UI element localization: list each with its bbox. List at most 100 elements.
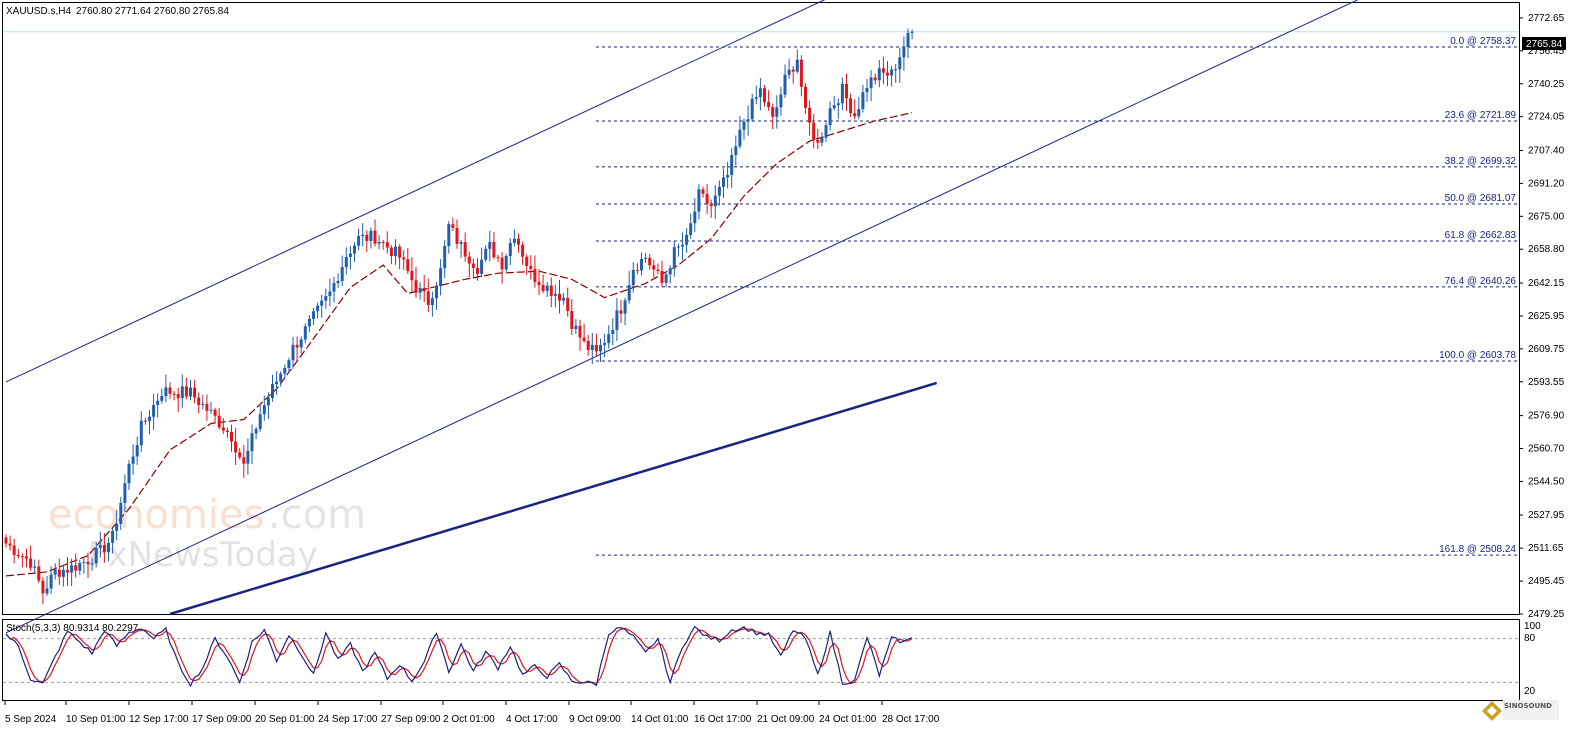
candle-body (279, 373, 283, 382)
candle-body (845, 83, 848, 99)
candle-body (168, 387, 172, 394)
candle-body (119, 502, 123, 524)
candle-body (94, 547, 98, 564)
candle (504, 253, 508, 272)
candle-body (869, 77, 873, 89)
candle-body (668, 268, 672, 275)
y-tick-label: 2756.45 (1528, 46, 1565, 57)
y-tick-label: 2772.65 (1528, 13, 1565, 24)
candle (213, 407, 217, 424)
candle-body (283, 367, 287, 374)
candle-body (840, 83, 844, 104)
candle-body (578, 325, 582, 338)
x-tick-label: 12 Sep 17:00 (129, 714, 189, 725)
candle-body (746, 119, 750, 122)
candle-body (307, 318, 311, 327)
candle (307, 315, 311, 333)
candle-body (193, 387, 197, 398)
candle-body (398, 246, 402, 258)
candle (139, 411, 143, 452)
candle (467, 251, 471, 278)
price-axis: 2772.65 2756.45 2740.25 2724.05 2707.40 2691.… (1519, 13, 1565, 620)
candle-body (529, 265, 533, 270)
candle-body (324, 296, 328, 301)
candle (873, 73, 877, 85)
candle-body (697, 189, 701, 212)
candle (722, 168, 725, 199)
candle-body (70, 565, 74, 573)
time-axis: 5 Sep 2024 10 Sep 01:00 12 Sep 17:00 17 Sep… (4, 700, 940, 725)
candle-body (86, 561, 90, 565)
candle-body (184, 386, 188, 397)
candle (549, 277, 553, 308)
watermark-dotcom: .com (268, 492, 366, 538)
candle-body (758, 88, 762, 98)
candle (746, 105, 750, 136)
candle-body (898, 57, 902, 70)
candle (184, 377, 188, 400)
candle (336, 273, 340, 289)
candle (426, 278, 430, 313)
candle-body (262, 405, 266, 415)
candle-body (20, 556, 24, 558)
fib-label: 161.8 @ 2508.24 (1439, 544, 1516, 555)
watermark: economies .com FxNewsToday (48, 492, 366, 575)
candle-body (779, 94, 783, 108)
candle (12, 538, 16, 564)
candle (275, 371, 279, 395)
candle-body (582, 337, 586, 341)
candle (328, 278, 332, 307)
candle-body (430, 298, 434, 305)
candle-body (61, 569, 65, 577)
candle-body (406, 259, 410, 271)
candle (849, 93, 853, 118)
ma-line (5, 112, 913, 577)
candle-body (804, 86, 807, 108)
candle-body (148, 416, 151, 422)
candle-body (254, 429, 258, 434)
candle (344, 247, 348, 275)
candle (353, 242, 356, 262)
fib-label: 76.4 @ 2640.26 (1445, 276, 1517, 287)
candle (61, 564, 65, 587)
candle (152, 393, 156, 431)
candle-body (439, 268, 443, 287)
candle (357, 228, 361, 251)
candle (324, 288, 328, 309)
candle (271, 374, 274, 402)
candle-body (135, 445, 139, 457)
candle (70, 558, 74, 587)
candle-body (221, 427, 225, 431)
candle (648, 253, 652, 270)
candle-body (836, 103, 840, 106)
candle-body (574, 325, 578, 329)
candle (517, 233, 520, 253)
candle-body (545, 285, 549, 291)
candle (135, 436, 139, 465)
candle-body (730, 155, 734, 176)
candle-body (824, 125, 828, 138)
candle (299, 336, 303, 354)
candle (398, 244, 402, 270)
candle-body (599, 345, 602, 352)
candle (471, 258, 475, 279)
candle (176, 387, 180, 413)
candle-body (102, 544, 106, 553)
candle (279, 371, 283, 387)
candle (681, 232, 684, 261)
y-tick-label: 2724.05 (1528, 112, 1565, 123)
candle (512, 229, 516, 247)
candle (603, 334, 607, 358)
candle-body (33, 566, 37, 568)
x-tick-label: 21 Oct 09:00 (757, 714, 815, 725)
candle-body (750, 98, 754, 120)
candle (4, 534, 8, 548)
candle-body (631, 269, 635, 286)
candle (8, 535, 12, 551)
candle (111, 527, 115, 554)
candle-body (418, 287, 422, 293)
candle-body (857, 109, 861, 117)
candle (205, 394, 209, 421)
candle-body (152, 404, 156, 417)
